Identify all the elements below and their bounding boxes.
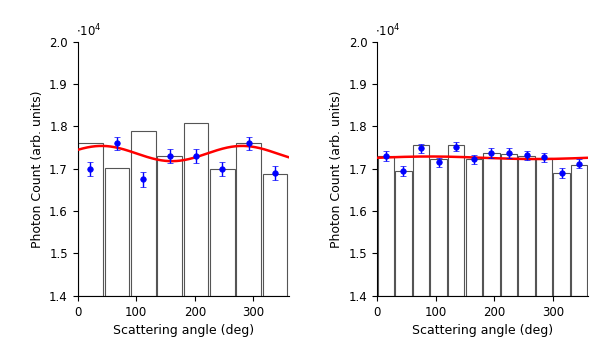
Bar — [501, 154, 517, 296]
Text: $\cdot10^4$: $\cdot10^4$ — [75, 23, 101, 39]
X-axis label: Scattering angle (deg): Scattering angle (deg) — [112, 324, 254, 337]
Bar — [236, 143, 261, 296]
Bar — [184, 123, 208, 296]
Bar — [466, 159, 482, 296]
Bar — [395, 171, 412, 296]
Text: $\cdot10^4$: $\cdot10^4$ — [375, 23, 401, 39]
Bar — [413, 145, 429, 296]
Bar — [378, 156, 394, 296]
Bar — [157, 156, 182, 296]
Bar — [131, 130, 156, 296]
Bar — [536, 158, 552, 296]
X-axis label: Scattering angle (deg): Scattering angle (deg) — [412, 324, 553, 337]
Bar — [483, 153, 500, 296]
Y-axis label: Photon Count (arb. units): Photon Count (arb. units) — [330, 90, 343, 247]
Bar — [263, 174, 287, 296]
Bar — [448, 145, 464, 296]
Bar — [78, 143, 103, 296]
Bar — [553, 173, 570, 296]
Bar — [104, 167, 129, 296]
Bar — [518, 156, 535, 296]
Y-axis label: Photon Count (arb. units): Photon Count (arb. units) — [30, 90, 44, 247]
Bar — [571, 165, 587, 296]
Bar — [210, 169, 235, 296]
Bar — [430, 159, 447, 296]
